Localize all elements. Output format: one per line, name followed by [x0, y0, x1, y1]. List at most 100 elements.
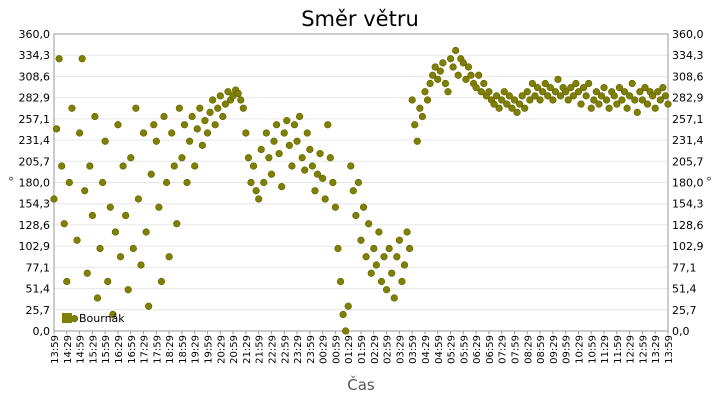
data-point [462, 75, 470, 83]
legend: Bournák [62, 312, 125, 325]
data-point [492, 92, 501, 100]
x-tick-label: 14:59 [76, 335, 87, 364]
data-point [275, 150, 283, 158]
data-point [175, 104, 183, 112]
legend-swatch [62, 313, 72, 323]
data-point [416, 104, 424, 112]
data-point [119, 162, 127, 170]
data-point [505, 92, 513, 100]
data-point [132, 104, 140, 112]
data-point [480, 79, 488, 88]
data-point [201, 117, 209, 125]
data-point [280, 129, 288, 137]
data-point [165, 253, 173, 261]
data-point [339, 310, 347, 319]
data-point [142, 228, 150, 236]
data-point [498, 96, 506, 104]
x-tick-label: 23:59 [306, 335, 317, 364]
y-tick-label-left: 154,3 [19, 198, 51, 211]
data-point [526, 96, 534, 104]
data-point [549, 96, 557, 104]
data-point [249, 162, 258, 170]
data-point [219, 112, 227, 121]
data-point [111, 228, 119, 236]
data-point [88, 211, 96, 220]
data-point [285, 141, 293, 149]
data-point [426, 79, 434, 88]
data-point [585, 79, 593, 88]
data-point [554, 75, 562, 83]
data-point [633, 108, 641, 116]
data-point [452, 46, 460, 55]
y-tick-label-left: 128,6 [19, 219, 51, 232]
data-point [293, 137, 301, 145]
data-point [344, 302, 352, 310]
data-point [324, 121, 332, 129]
data-point [592, 88, 600, 96]
data-point [441, 79, 450, 88]
data-point [211, 121, 219, 129]
data-point [577, 100, 585, 108]
data-point [267, 170, 276, 178]
y-tick-label-left: 51,4 [26, 283, 51, 296]
x-tick-label: 13:59 [50, 335, 61, 364]
data-point [467, 71, 475, 79]
data-point [234, 89, 242, 97]
data-point [216, 92, 224, 100]
data-point [539, 88, 547, 96]
data-point [523, 88, 531, 96]
x-tick-label: 04:29 [421, 335, 432, 364]
data-point [661, 92, 670, 100]
data-point [431, 63, 439, 71]
data-point [191, 162, 199, 170]
y-tick-label-left: 180,0 [19, 177, 51, 190]
x-tick-label: 15:59 [101, 335, 112, 364]
data-point [626, 92, 634, 100]
data-point [129, 244, 137, 253]
data-point [196, 104, 204, 112]
x-tick-label: 11:59 [613, 335, 624, 364]
data-point [206, 108, 214, 116]
data-point [643, 100, 652, 108]
y-tick-label-right: 231,4 [672, 134, 704, 147]
grid-lines [54, 33, 668, 332]
y-tick-label-right: 180,0 [672, 177, 704, 190]
x-axis-label: Čas [347, 375, 375, 394]
data-point [127, 154, 135, 162]
data-point [636, 88, 644, 96]
x-tick-label: 06:59 [485, 335, 496, 364]
x-tick-label: 06:29 [472, 335, 483, 364]
y-tick-label-right: 282,9 [672, 92, 704, 105]
x-tick-label: 14:29 [63, 335, 74, 364]
data-point [311, 187, 319, 195]
data-point [541, 79, 549, 88]
data-point [180, 121, 189, 129]
data-point [357, 236, 365, 244]
data-point [654, 88, 662, 96]
data-point [531, 92, 539, 100]
data-point [528, 79, 537, 88]
data-point [564, 96, 572, 104]
data-point [257, 145, 265, 154]
y-tick-label-right: 334,3 [672, 49, 704, 62]
x-tick-label: 21:29 [242, 335, 253, 364]
x-tick-label: 18:29 [165, 335, 176, 364]
x-tick-label: 00:29 [319, 335, 330, 364]
data-point [533, 84, 542, 92]
data-point [336, 277, 345, 286]
data-point [214, 104, 222, 112]
data-point [55, 55, 63, 63]
y-tick-label-right: 308,6 [672, 70, 704, 83]
y-tick-label-left: 102,9 [19, 240, 51, 253]
data-point [602, 96, 611, 104]
data-point [623, 104, 631, 112]
y-tick-label-left: 282,9 [19, 92, 51, 105]
data-point [150, 121, 158, 129]
data-point [270, 137, 278, 145]
data-point [316, 150, 324, 158]
data-point [413, 137, 421, 145]
data-point [168, 129, 176, 137]
x-tick-label: 18:59 [178, 335, 189, 364]
data-point [65, 178, 73, 187]
